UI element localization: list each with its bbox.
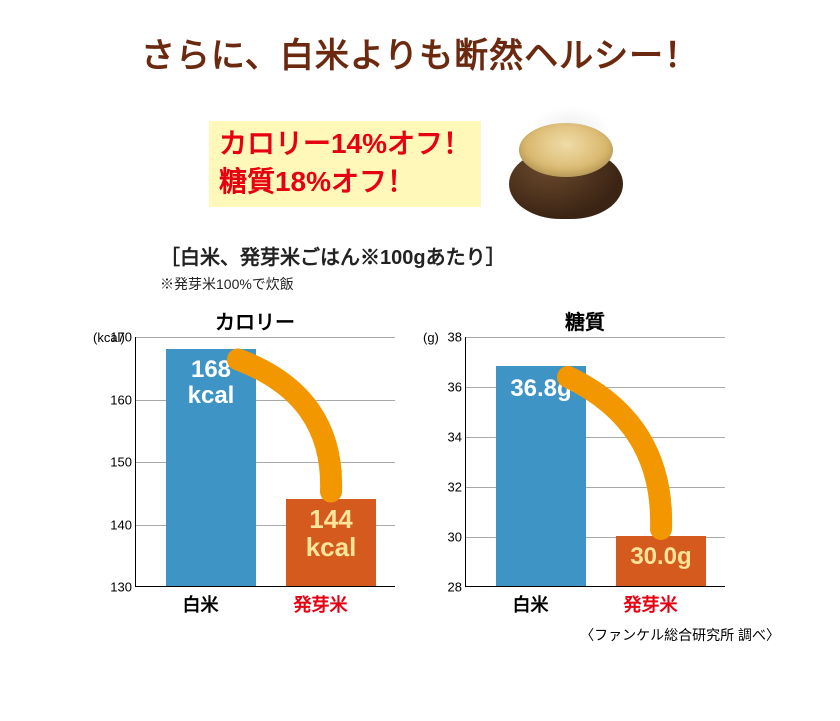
y-tick-label: 30 bbox=[448, 530, 466, 545]
x-category-label: 白米 bbox=[183, 591, 219, 617]
callout-box: カロリー14%オフ！ 糖質18%オフ！ bbox=[209, 121, 481, 207]
per-100g-note: ［白米、発芽米ごはん※100gあたり］ bbox=[160, 241, 840, 270]
sugar-chart: (g)糖質28303234363836.8g30.0g白米発芽米 bbox=[435, 306, 735, 617]
axis-unit: (g) bbox=[423, 330, 439, 345]
bar-value-label: 36.8g bbox=[510, 376, 571, 402]
y-tick-label: 130 bbox=[110, 580, 136, 595]
bar: 30.0g bbox=[616, 536, 706, 586]
calorie-chart: (kcal)カロリー130140150160170168kcal144kcal白… bbox=[105, 306, 405, 617]
x-axis-labels: 白米 発芽米 bbox=[135, 591, 395, 617]
y-tick-label: 140 bbox=[110, 517, 136, 532]
chart-title: カロリー bbox=[105, 306, 405, 335]
y-tick-label: 150 bbox=[110, 455, 136, 470]
x-category-label: 発芽米 bbox=[294, 591, 348, 617]
bar: 168kcal bbox=[166, 349, 256, 587]
callout-row: カロリー14%オフ！ 糖質18%オフ！ bbox=[0, 109, 840, 219]
headline: さらに、白米よりも断然ヘルシー！ bbox=[0, 0, 840, 77]
callout-line-1: カロリー14%オフ！ bbox=[219, 125, 471, 163]
rice-image bbox=[501, 109, 631, 219]
credit-line: 〈ファンケル総合研究所 調べ〉 bbox=[0, 625, 840, 645]
chart-title: 糖質 bbox=[435, 306, 735, 335]
y-tick-label: 34 bbox=[448, 430, 466, 445]
bar-value-label: 30.0g bbox=[630, 544, 691, 570]
y-tick-label: 38 bbox=[448, 330, 466, 345]
charts-container: (kcal)カロリー130140150160170168kcal144kcal白… bbox=[0, 306, 840, 617]
plot-area: 130140150160170168kcal144kcal bbox=[135, 337, 395, 587]
y-tick-label: 170 bbox=[110, 330, 136, 345]
per-100g-subnote: ※発芽米100%で炊飯 bbox=[160, 274, 840, 294]
y-tick-label: 32 bbox=[448, 480, 466, 495]
x-axis-labels: 白米 発芽米 bbox=[465, 591, 725, 617]
y-tick-label: 160 bbox=[110, 392, 136, 407]
bar: 144kcal bbox=[286, 499, 376, 587]
grid-line bbox=[136, 337, 395, 338]
plot-area: 28303234363836.8g30.0g bbox=[465, 337, 725, 587]
callout-line-2: 糖質18%オフ！ bbox=[219, 163, 471, 201]
bar-value-label: 168kcal bbox=[188, 357, 235, 410]
y-tick-label: 36 bbox=[448, 380, 466, 395]
y-tick-label: 28 bbox=[448, 580, 466, 595]
grid-line bbox=[466, 337, 725, 338]
x-category-label: 白米 bbox=[513, 591, 549, 617]
bar: 36.8g bbox=[496, 366, 586, 586]
x-category-label: 発芽米 bbox=[624, 591, 678, 617]
bar-value-label: 144kcal bbox=[306, 505, 357, 562]
